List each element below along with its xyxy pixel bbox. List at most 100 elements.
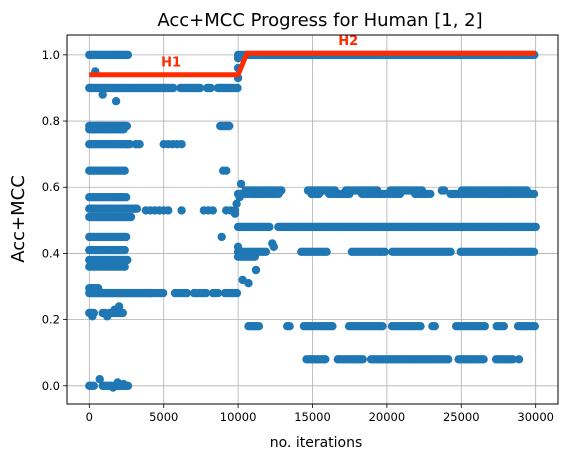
data-point — [164, 206, 173, 215]
data-point — [95, 375, 104, 384]
data-point — [118, 308, 128, 318]
data-point — [499, 322, 508, 331]
data-point — [321, 355, 330, 364]
data-point — [233, 54, 243, 63]
data-point — [529, 247, 539, 256]
data-point — [123, 50, 133, 60]
annotation-layer: H1 H2 — [161, 34, 358, 71]
data-point — [98, 90, 107, 99]
data-point — [251, 265, 261, 275]
y-tick-label: 0.6 — [42, 180, 60, 194]
data-point — [440, 186, 449, 195]
data-point — [111, 97, 121, 106]
data-point — [314, 189, 324, 199]
y-tick-label: 0.2 — [42, 313, 60, 327]
data-point — [358, 355, 367, 364]
data-point — [444, 355, 453, 364]
data-point — [531, 222, 540, 232]
data-point — [121, 232, 131, 242]
phase-line — [89, 50, 536, 78]
data-point — [395, 189, 405, 199]
data-point — [380, 247, 389, 256]
data-point — [88, 312, 97, 321]
data-point — [426, 189, 435, 199]
data-point — [529, 189, 539, 199]
phase-line-layer — [89, 50, 536, 78]
data-point — [119, 379, 128, 389]
data-point — [233, 242, 243, 251]
annotation-label: H1 — [161, 55, 181, 70]
data-point — [274, 189, 283, 199]
data-point — [126, 212, 136, 222]
data-point — [201, 288, 211, 298]
data-point — [328, 322, 337, 331]
data-point — [103, 312, 112, 321]
data-point — [120, 245, 129, 255]
data-point — [182, 288, 192, 298]
x-tick-label: 5000 — [149, 410, 178, 424]
data-point — [177, 206, 186, 215]
data-point — [235, 193, 244, 202]
data-point — [120, 166, 129, 175]
data-point — [135, 140, 144, 149]
data-point — [230, 209, 240, 218]
data-point — [250, 252, 259, 261]
data-point — [446, 247, 455, 256]
y-tick-label: 0.0 — [42, 379, 60, 393]
data-point — [322, 247, 331, 256]
x-tick-label: 10000 — [220, 410, 257, 424]
data-point — [233, 83, 242, 93]
x-tick-label: 15000 — [294, 410, 331, 424]
data-point — [254, 322, 264, 331]
annotation-label: H2 — [338, 34, 358, 49]
data-point — [261, 247, 271, 256]
data-point — [285, 322, 294, 331]
x-axis-label: no. iterations — [270, 435, 363, 451]
chart-title: Acc+MCC Progress for Human [1, 2] — [157, 10, 482, 31]
data-point — [530, 322, 539, 331]
data-point — [508, 355, 517, 364]
data-point — [208, 206, 217, 215]
data-point — [177, 140, 186, 149]
x-tick-label: 30000 — [517, 410, 554, 424]
data-point — [169, 83, 178, 93]
data-point — [232, 288, 242, 298]
data-point — [514, 355, 524, 364]
data-point — [114, 302, 124, 311]
y-tick-label: 0.4 — [42, 246, 60, 260]
data-point — [269, 242, 278, 251]
data-point — [244, 279, 253, 288]
x-axis-ticks: 0 5000 10000 15000 20000 25000 30000 — [86, 404, 554, 424]
x-tick-label: 25000 — [443, 410, 480, 424]
x-tick-label: 20000 — [369, 410, 406, 424]
data-point — [416, 322, 425, 331]
data-point — [222, 166, 231, 175]
data-point — [225, 121, 234, 131]
data-point — [480, 322, 489, 331]
data-point — [345, 189, 354, 199]
y-axis-ticks: 0.0 0.2 0.4 0.6 0.8 1.0 — [42, 48, 67, 393]
data-point — [217, 232, 226, 242]
data-point — [206, 83, 215, 93]
y-tick-label: 1.0 — [42, 48, 60, 62]
data-point — [479, 355, 488, 364]
x-tick-label: 0 — [86, 410, 93, 424]
data-point — [89, 381, 99, 390]
y-axis-label: Acc+MCC — [8, 175, 29, 263]
data-point — [195, 83, 205, 93]
data-point — [430, 322, 439, 331]
data-point — [265, 222, 274, 232]
data-point — [232, 199, 241, 208]
data-point — [236, 179, 246, 189]
data-point — [125, 140, 135, 149]
data-point — [378, 322, 387, 331]
data-point — [120, 262, 129, 271]
data-point — [132, 204, 142, 213]
y-tick-label: 0.8 — [42, 114, 60, 128]
data-point — [121, 193, 131, 202]
data-point — [123, 255, 132, 265]
data-point — [158, 288, 168, 298]
data-point — [119, 125, 128, 134]
data-point — [213, 288, 223, 298]
